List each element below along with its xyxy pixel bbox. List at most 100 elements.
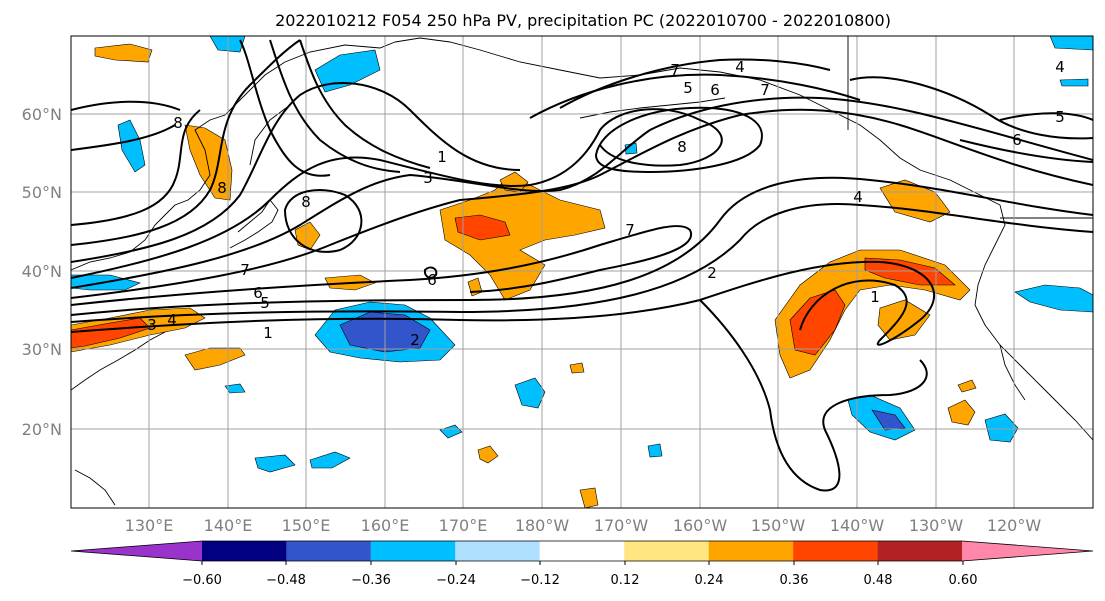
contour-label: 4 [167, 311, 177, 329]
coastline-asia [71, 41, 396, 271]
map-frame [70, 35, 1094, 509]
lon-label: 130°E [125, 516, 174, 535]
contour-label: 4 [735, 58, 745, 76]
precip-positive-area [184, 347, 246, 371]
precip-positive-core [789, 289, 846, 356]
precip-negative-area [117, 119, 146, 173]
colorbar-segment [962, 541, 1093, 561]
contour-label: 6 [1012, 131, 1022, 149]
contour-label: 8 [301, 193, 311, 211]
lat-label: 30°N [22, 340, 62, 359]
pv-contour [299, 39, 431, 169]
precip-shading [71, 36, 1093, 508]
contour-label: 4 [853, 188, 863, 206]
contour-label: 5 [683, 79, 693, 97]
contour-label: 7 [625, 221, 635, 239]
coastline-namerica-west [974, 204, 1093, 441]
lat-labels: 60°N 50°N 40°N 30°N 20°N [22, 105, 62, 439]
colorbar-tick-label: 0.24 [695, 573, 724, 588]
lon-label: 150°E [282, 516, 331, 535]
pv-contour [71, 176, 1093, 316]
coastline-philippines [74, 469, 116, 506]
pv-contour [71, 260, 936, 346]
contour-labels: 8 8 7 6 5 4 3 2 1 1 2 3 4 5 6 7 4 6 7 8 … [147, 58, 1065, 349]
coastline-china [71, 331, 166, 391]
precip-positive-area [947, 399, 976, 426]
precip-negative-core [871, 409, 906, 431]
pv-contour [283, 189, 363, 253]
contour-label: 7 [760, 81, 770, 99]
contour-label: 6 [253, 284, 263, 302]
precip-positive-area [94, 43, 153, 63]
colorbar-tick-label: −0.48 [266, 573, 306, 588]
precip-negative-area [1059, 78, 1089, 87]
lon-label: 150°W [751, 516, 806, 535]
map-panel: 8 8 7 6 5 4 3 2 1 1 2 3 4 5 6 7 4 6 7 8 … [71, 36, 1093, 508]
pv-contour [849, 76, 1093, 140]
pv-contour [594, 106, 763, 174]
colorbar-tick-label: 0.48 [864, 573, 893, 588]
pv-contour [239, 39, 331, 177]
contour-label: 7 [240, 261, 250, 279]
coastline-baja [999, 344, 1026, 401]
coastline-aleutians [579, 97, 726, 119]
pv-contour [71, 124, 176, 151]
pv-contour [423, 266, 438, 279]
pv-contour [71, 39, 301, 246]
pv-contour [71, 109, 201, 226]
figure-title: 2022010212 F054 250 hPa PV, precipitatio… [275, 11, 891, 30]
precip-negative-area [254, 454, 296, 473]
precip-positive-area [877, 299, 931, 341]
pv-contour [71, 100, 181, 111]
colorbar-segment [286, 541, 371, 561]
colorbar-segments [70, 540, 1094, 562]
lon-label: 120°W [987, 516, 1042, 535]
contour-label: 6 [427, 271, 437, 289]
precip-negative-area [647, 443, 663, 458]
colorbar-tick-label: 0.60 [949, 573, 978, 588]
precip-positive-area [957, 379, 977, 393]
contour-label: 7 [670, 61, 680, 79]
colorbar-tick-label: 0.12 [611, 573, 640, 588]
colorbar-tick-label: −0.36 [351, 573, 391, 588]
lon-labels: 130°E 140°E 150°E 160°E 170°E 180°W 170°… [125, 516, 1042, 535]
contour-label: 8 [677, 138, 687, 156]
lon-label: 140°E [204, 516, 253, 535]
contour-label: 2 [410, 331, 420, 349]
lat-label: 20°N [22, 420, 62, 439]
colorbar: −0.60 −0.48 −0.36 −0.24 −0.12 0.12 0.24 … [70, 540, 1094, 588]
precip-positive-area [477, 445, 499, 464]
precip-negative-area [1014, 284, 1093, 313]
contour-label: 8 [173, 114, 183, 132]
contour-label: 6 [710, 81, 720, 99]
precip-negative-area [314, 49, 381, 93]
colorbar-segment [370, 541, 456, 561]
precip-positive-area [579, 487, 599, 508]
lat-label: 50°N [22, 183, 62, 202]
colorbar-segment [455, 541, 540, 561]
precip-positive-area [184, 124, 233, 201]
contour-label: 1 [437, 148, 447, 166]
colorbar-segment [71, 541, 202, 561]
contour-label: 8 [217, 179, 227, 197]
lon-label: 160°W [673, 516, 728, 535]
pv-contour [999, 112, 1093, 121]
colorbar-ticks [201, 561, 964, 565]
colorbar-segment [877, 541, 962, 561]
pv-contour [269, 39, 401, 173]
precip-negative-area [1049, 36, 1093, 51]
contour-label: 5 [1055, 108, 1065, 126]
pv-contour [71, 224, 693, 306]
contour-label: 1 [870, 288, 880, 306]
pv-contour [71, 96, 1093, 289]
contour-label: 2 [707, 264, 717, 282]
colorbar-segment [539, 541, 625, 561]
lat-label: 60°N [22, 105, 62, 124]
contour-label: 3 [147, 316, 157, 334]
lon-label: 130°W [909, 516, 964, 535]
colorbar-segment [202, 541, 287, 561]
lon-label: 160°E [361, 516, 410, 535]
pv-contour [959, 139, 1093, 163]
colorbar-segment [708, 541, 794, 561]
